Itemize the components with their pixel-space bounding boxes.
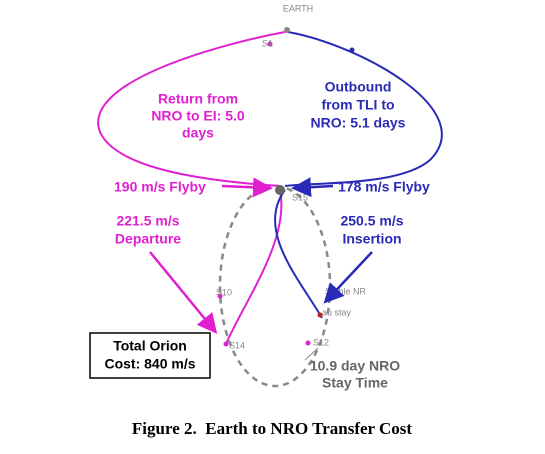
point xyxy=(317,312,323,318)
insertion-label: Insertion xyxy=(342,231,401,247)
insertion-path xyxy=(274,189,323,319)
point-label: S15 xyxy=(292,192,308,202)
point xyxy=(305,340,311,346)
cost-label: Total Orion xyxy=(113,338,187,354)
stay-label: 10.9 day NRO xyxy=(310,358,400,374)
cost-label: Cost: 840 m/s xyxy=(104,356,195,372)
flyby-label: 190 m/s Flyby xyxy=(114,179,206,195)
arrow xyxy=(323,251,373,304)
leader xyxy=(304,347,319,361)
arrow xyxy=(291,177,334,198)
point xyxy=(217,293,223,299)
outbound-label: NRO: 5.1 days xyxy=(311,115,406,131)
insertion-label: 250.5 m/s xyxy=(340,213,403,229)
outbound-path xyxy=(284,31,443,187)
return-label: days xyxy=(182,125,214,141)
return-label: NRO to EI: 5.0 xyxy=(151,108,245,124)
flyby-label: 178 m/s Flyby xyxy=(338,179,430,195)
earth-point xyxy=(284,27,290,33)
point-label: au stay xyxy=(322,307,352,317)
departure-label: 221.5 m/s xyxy=(116,213,179,229)
point-label: S1 xyxy=(262,38,273,48)
outbound-label: from TLI to xyxy=(321,97,394,113)
stay-label: Stay Time xyxy=(322,375,388,391)
point-label: Stable NR xyxy=(325,286,367,296)
earth-label: EARTH xyxy=(283,3,313,13)
arrow xyxy=(221,177,273,198)
cost-box xyxy=(89,332,211,379)
point-label: S12 xyxy=(313,337,329,347)
return-path xyxy=(97,31,286,187)
point-label: S10 xyxy=(216,287,232,297)
return-label: Return from xyxy=(158,91,238,107)
caption: Figure 2. Earth to NRO Transfer Cost xyxy=(132,419,413,438)
arrow xyxy=(149,251,218,334)
trajectories xyxy=(97,27,443,388)
point xyxy=(267,41,273,47)
point xyxy=(349,47,355,53)
departure-label: Departure xyxy=(115,231,181,247)
point-label: S14 xyxy=(229,340,245,350)
outbound-label: Outbound xyxy=(325,79,392,95)
point xyxy=(223,341,229,347)
moon-point xyxy=(275,185,285,195)
departure-path xyxy=(224,189,283,347)
